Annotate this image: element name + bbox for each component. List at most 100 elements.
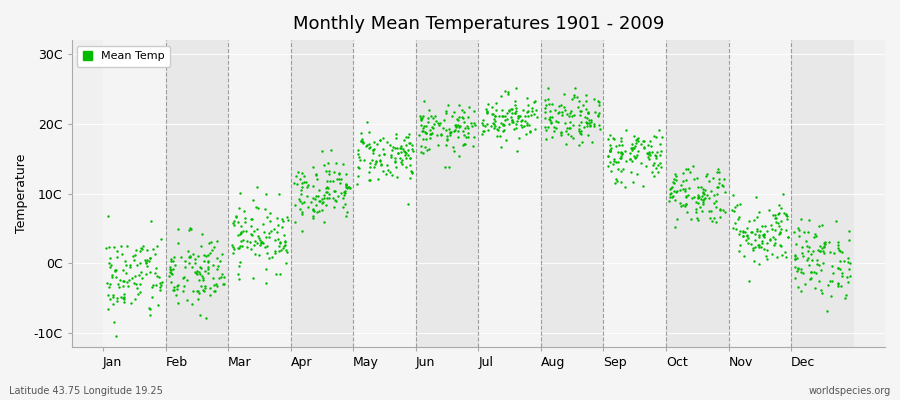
Point (202, 250, 217, 256)
Point (307, 208, 321, 214)
Point (752, 209, 767, 216)
Point (374, 162, 389, 168)
Point (232, 190, 247, 196)
Point (453, 123, 467, 129)
Point (312, 198, 327, 204)
Point (249, 240, 264, 246)
Point (114, 251, 129, 257)
Point (505, 116, 519, 123)
Point (190, 271, 204, 277)
Point (515, 124, 529, 130)
Point (351, 164, 365, 170)
Point (832, 282, 846, 289)
Point (602, 148, 616, 154)
Point (166, 286, 180, 293)
Point (708, 204, 723, 210)
Point (290, 180, 304, 187)
Point (705, 218, 719, 224)
Point (600, 163, 615, 170)
Point (149, 282, 164, 288)
Point (236, 237, 250, 243)
Point (510, 113, 525, 119)
Point (430, 132, 445, 138)
Point (412, 132, 427, 138)
Point (440, 137, 454, 144)
Point (135, 246, 149, 252)
Point (392, 144, 407, 151)
Point (756, 232, 770, 238)
Point (402, 175, 417, 181)
Point (616, 166, 631, 172)
Point (756, 232, 770, 238)
Point (562, 113, 577, 120)
Point (248, 238, 262, 244)
Point (164, 279, 178, 285)
Point (414, 116, 428, 123)
Point (387, 158, 401, 164)
Point (353, 157, 367, 164)
Point (614, 179, 628, 186)
Point (423, 131, 437, 137)
Point (584, 117, 598, 123)
Point (270, 215, 284, 222)
Point (130, 262, 144, 269)
Point (150, 273, 165, 280)
Point (413, 116, 428, 122)
Point (790, 255, 805, 261)
Point (765, 251, 779, 258)
Point (770, 254, 784, 260)
Point (668, 197, 682, 204)
Point (814, 266, 828, 273)
Point (251, 205, 266, 211)
Point (431, 122, 446, 128)
Point (377, 151, 392, 157)
Point (146, 282, 160, 288)
Point (669, 176, 683, 183)
Bar (541, 40, 604, 347)
Point (111, 280, 125, 287)
Point (508, 124, 523, 131)
Point (424, 113, 438, 119)
Point (710, 191, 724, 197)
Point (816, 248, 831, 254)
Point (648, 165, 662, 172)
Point (446, 109, 461, 115)
Point (750, 214, 764, 220)
Point (336, 204, 350, 210)
Point (301, 182, 315, 188)
Point (388, 154, 402, 161)
Point (351, 146, 365, 153)
Point (579, 119, 593, 125)
Point (806, 269, 821, 276)
Point (294, 228, 309, 234)
Point (306, 195, 320, 201)
Point (750, 228, 764, 234)
Point (123, 264, 138, 270)
Point (679, 166, 693, 172)
Point (350, 173, 365, 179)
Point (338, 213, 353, 220)
Point (477, 128, 491, 134)
Point (495, 113, 509, 120)
Point (835, 270, 850, 276)
Point (164, 256, 178, 262)
Point (508, 110, 522, 116)
Point (320, 195, 334, 201)
Point (752, 244, 766, 250)
Point (326, 195, 340, 202)
Point (487, 118, 501, 124)
Point (402, 154, 417, 161)
Point (568, 84, 582, 91)
Point (698, 186, 712, 193)
Point (539, 127, 554, 133)
Point (207, 288, 221, 294)
Point (373, 136, 387, 143)
Point (839, 291, 853, 298)
Point (778, 227, 793, 234)
Point (773, 226, 788, 232)
Point (288, 219, 302, 225)
Point (133, 269, 148, 276)
Point (424, 131, 438, 137)
Point (272, 191, 286, 197)
Point (802, 262, 816, 268)
